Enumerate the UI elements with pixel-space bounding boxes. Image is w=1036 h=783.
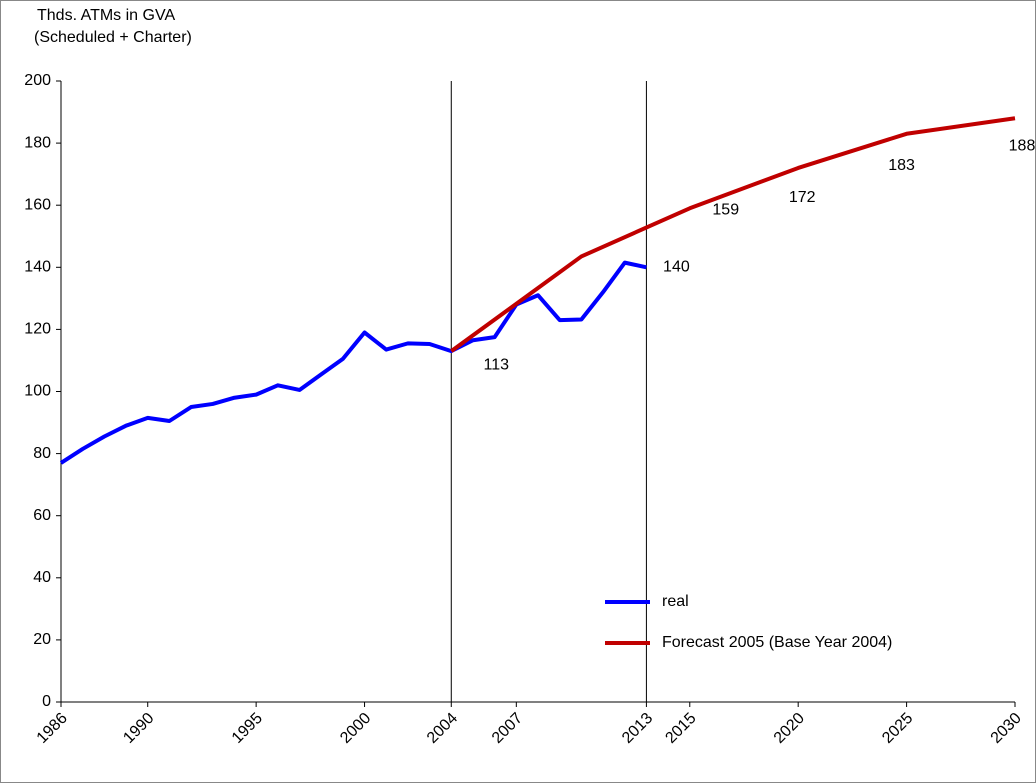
series-line [450, 116, 1016, 353]
data-label: 188 [1009, 137, 1036, 154]
y-tick-label: 160 [24, 196, 51, 213]
y-tick-label: 60 [33, 507, 51, 524]
chart-subtitle: (Scheduled + Charter) [34, 29, 192, 46]
data-label: 159 [712, 202, 739, 219]
data-label: 183 [888, 157, 915, 174]
y-tick-label: 20 [33, 631, 51, 648]
y-tick-label: 40 [33, 569, 51, 586]
series-line [59, 260, 647, 465]
chart-title: Thds. ATMs in GVA [37, 7, 175, 24]
y-tick-label: 180 [24, 134, 51, 151]
y-tick-label: 140 [24, 259, 51, 276]
data-label: 113 [484, 356, 510, 373]
legend-label: Forecast 2005 (Base Year 2004) [662, 634, 892, 651]
y-tick-label: 120 [24, 321, 51, 338]
legend-label: real [662, 593, 689, 610]
y-tick-label: 100 [24, 383, 51, 400]
y-tick-label: 80 [33, 445, 51, 462]
data-label: 172 [789, 189, 816, 206]
data-label: 140 [663, 259, 690, 276]
y-tick-label: 200 [24, 72, 51, 89]
y-tick-label: 0 [42, 693, 51, 710]
